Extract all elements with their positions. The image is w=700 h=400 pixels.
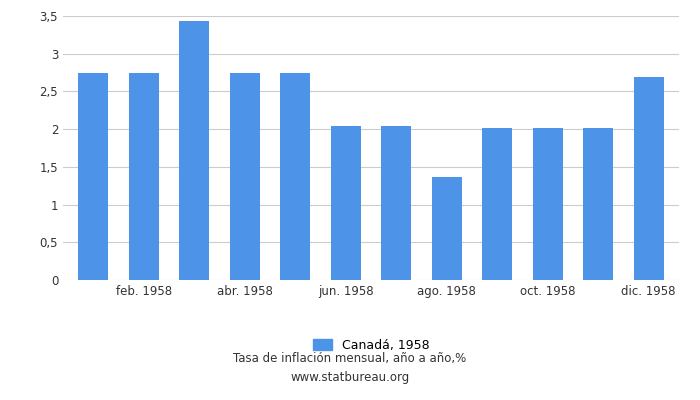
Bar xyxy=(330,126,361,280)
Bar xyxy=(432,178,462,280)
Bar xyxy=(482,128,512,280)
Bar xyxy=(129,72,159,280)
Bar xyxy=(634,77,664,280)
Bar xyxy=(78,72,108,280)
Bar xyxy=(179,20,209,280)
Bar xyxy=(280,73,310,280)
Bar xyxy=(230,73,260,280)
Bar xyxy=(381,126,412,280)
Bar xyxy=(583,128,613,280)
Bar xyxy=(533,128,563,280)
Legend: Canadá, 1958: Canadá, 1958 xyxy=(308,334,434,357)
Text: Tasa de inflación mensual, año a año,%
www.statbureau.org: Tasa de inflación mensual, año a año,% w… xyxy=(233,352,467,384)
